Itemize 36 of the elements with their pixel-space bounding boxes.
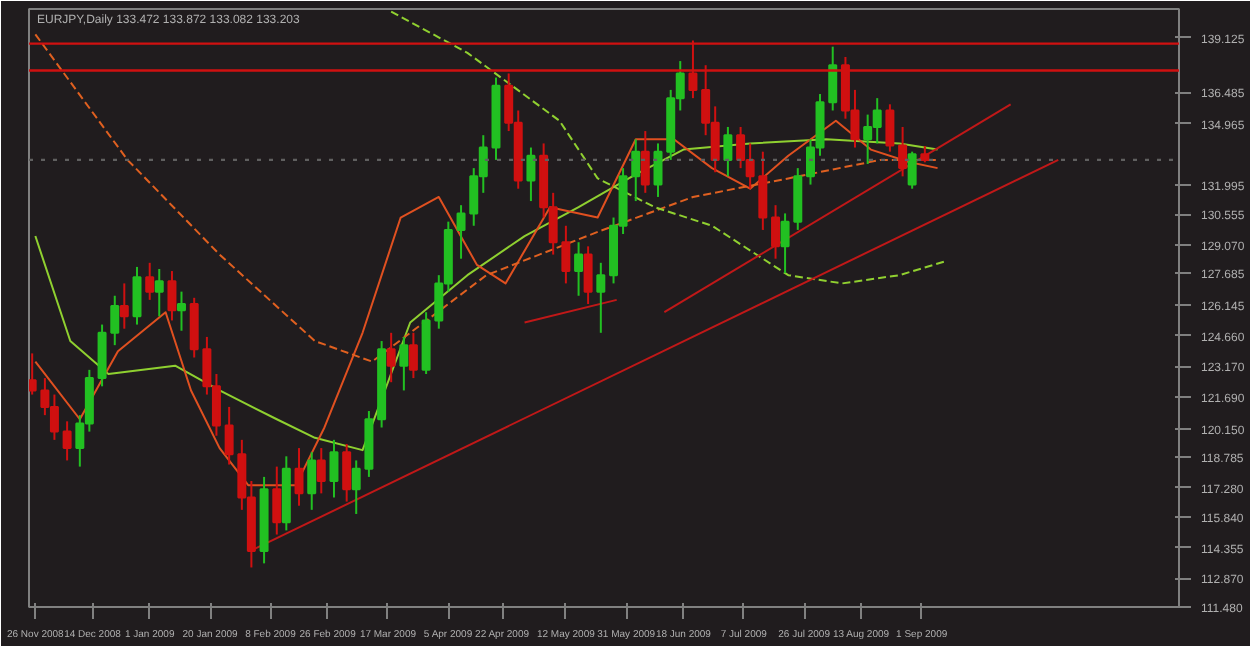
- candlestick: [885, 103, 895, 153]
- candlestick: [758, 150, 768, 231]
- candlestick: [119, 282, 129, 330]
- candlestick: [176, 290, 186, 332]
- candlestick: [307, 451, 317, 511]
- candlestick: [723, 125, 733, 178]
- candlestick: [898, 125, 908, 178]
- candlestick: [189, 296, 199, 359]
- candlestick: [653, 142, 663, 198]
- candlestick: [793, 167, 803, 231]
- candlestick: [154, 267, 164, 318]
- line-series: [34, 33, 939, 363]
- candlestick: [386, 331, 396, 384]
- candlestick: [110, 294, 120, 347]
- candlestick: [526, 146, 536, 203]
- candlestick: [399, 335, 409, 392]
- candlestick: [408, 331, 418, 380]
- candlestick: [224, 405, 234, 466]
- candlestick: [583, 245, 593, 305]
- candlestick: [272, 465, 282, 536]
- candlestick: [62, 420, 72, 462]
- candlestick: [145, 261, 155, 301]
- candlestick: [640, 130, 650, 194]
- candlestick: [329, 438, 339, 499]
- candlestick: [596, 261, 606, 334]
- candlestick: [316, 447, 326, 495]
- candlestick: [97, 323, 107, 388]
- candlestick: [294, 447, 304, 507]
- candlestick: [771, 204, 781, 260]
- candlestick: [167, 270, 177, 322]
- candlestick: [907, 150, 917, 190]
- candlestick: [780, 212, 790, 275]
- candlestick: [342, 442, 352, 503]
- candlestick: [132, 265, 142, 326]
- candlestick: [561, 224, 571, 285]
- candlestick: [574, 241, 584, 297]
